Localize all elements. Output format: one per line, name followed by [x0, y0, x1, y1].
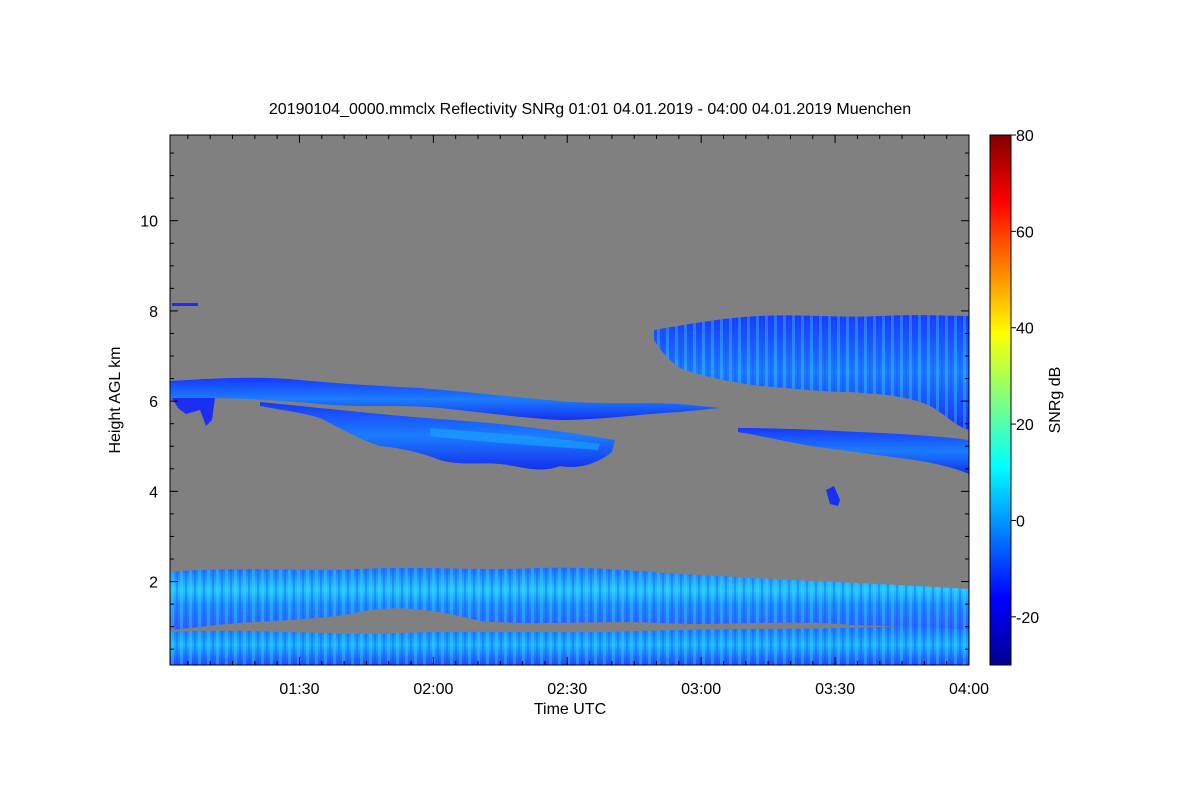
- x-tick-label: 04:00: [949, 681, 989, 698]
- colorbar-tick-label: 40: [1016, 321, 1034, 338]
- y-axis-ticks: 2 4 6 8 10: [140, 152, 969, 650]
- chart-title: 20190104_0000.mmclx Reflectivity SNRg 01…: [269, 101, 911, 118]
- echo-upper-cloud-texture: [654, 315, 969, 430]
- echo-small-blob: [826, 486, 840, 506]
- x-tick-label: 03:00: [681, 681, 721, 698]
- colorbar-label: SNRg dB: [1047, 367, 1064, 434]
- echo-thin-layer: [738, 428, 969, 474]
- echo-fragment-top-left: [172, 303, 198, 306]
- colorbar-tick-label: -20: [1016, 610, 1039, 627]
- y-axis-label: Height AGL km: [107, 346, 124, 453]
- echo-layer: [170, 303, 969, 665]
- x-tick-label: 02:30: [547, 681, 587, 698]
- colorbar-tick-label: 0: [1016, 513, 1025, 530]
- x-axis-label: Time UTC: [534, 701, 606, 718]
- colorbar-tick-label: 20: [1016, 417, 1034, 434]
- x-tick-label: 03:30: [815, 681, 855, 698]
- echo-cloud-layer-1-tail: [172, 398, 215, 426]
- colorbar-ticks: -20 0 20 40 60 80: [1011, 128, 1039, 627]
- echo-near-surface-texture: [170, 625, 969, 665]
- echo-boundary-layer-texture: [170, 567, 969, 630]
- x-tick-label: 01:30: [279, 681, 319, 698]
- colorbar: [989, 134, 1012, 666]
- echo-cloud-layer-1: [170, 377, 720, 420]
- y-tick-label: 6: [149, 394, 158, 411]
- y-tick-label: 10: [140, 214, 158, 231]
- plot-frame: [169, 134, 970, 666]
- colorbar-tick-label: 80: [1016, 128, 1034, 145]
- colorbar-tick-label: 60: [1016, 224, 1034, 241]
- x-axis-ticks: 01:30 02:00 02:30 03:00 03:30 04:00: [187, 135, 989, 698]
- y-tick-label: 4: [149, 484, 158, 501]
- echo-cloud-layer-2-core: [430, 428, 600, 450]
- y-tick-label: 2: [149, 575, 158, 592]
- y-tick-label: 8: [149, 304, 158, 321]
- x-tick-label: 02:00: [413, 681, 453, 698]
